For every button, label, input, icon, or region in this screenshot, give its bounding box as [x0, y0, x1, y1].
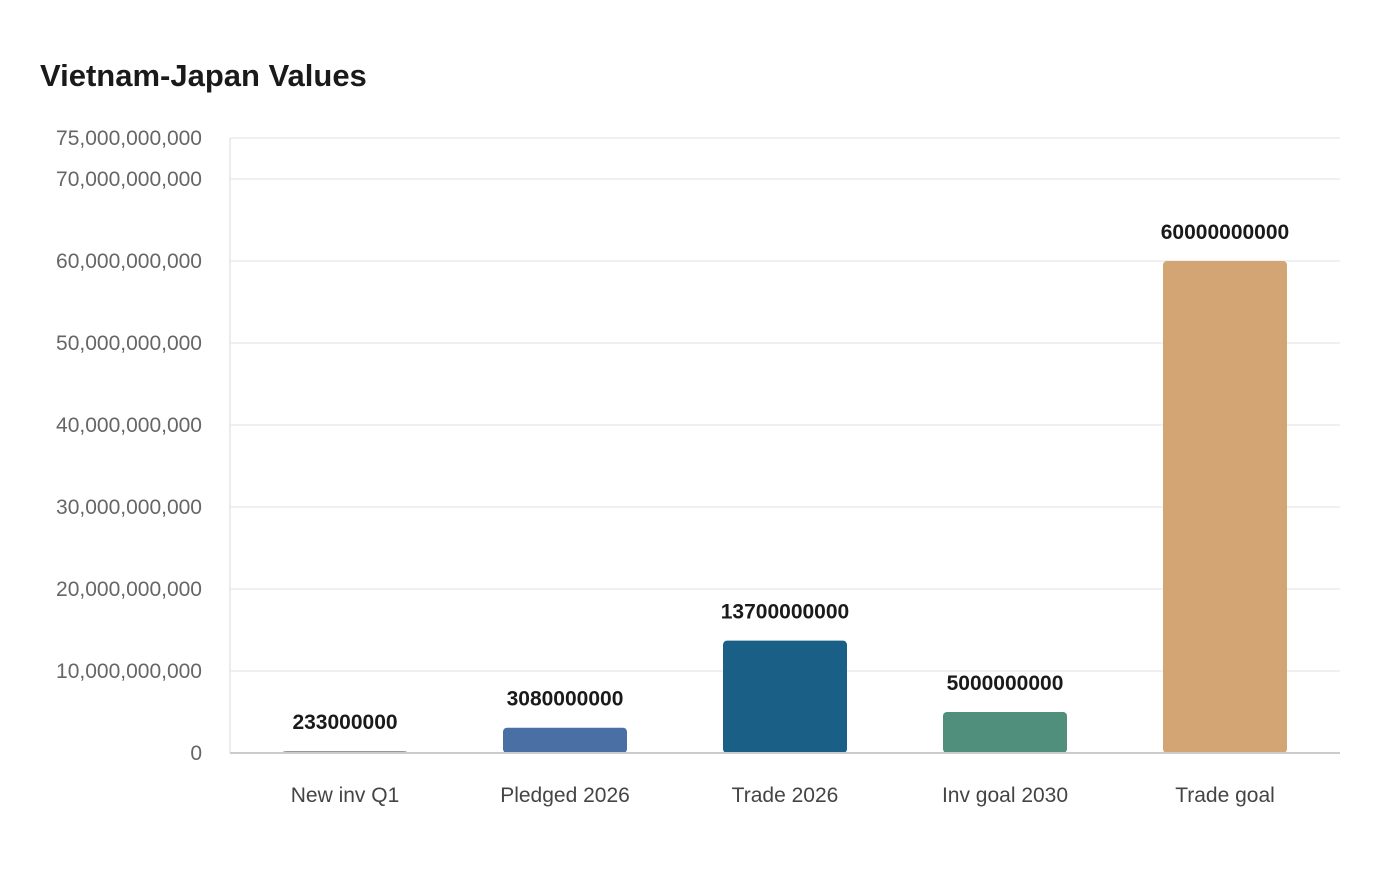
y-tick-label: 50,000,000,000 [56, 332, 202, 355]
y-tick-label: 40,000,000,000 [56, 414, 202, 437]
y-tick-label: 20,000,000,000 [56, 578, 202, 601]
y-tick-label: 75,000,000,000 [56, 127, 202, 150]
bar-value-label: 3080000000 [507, 688, 624, 711]
bar [503, 727, 627, 753]
bar-value-label: 233000000 [292, 711, 397, 734]
bar-value-label: 60000000000 [1161, 221, 1289, 244]
bars: 233000000 3080000000 13700000000 5000000000… [283, 221, 1289, 753]
x-tick-label: Inv goal 2030 [942, 784, 1068, 807]
bar-value-label: 13700000000 [721, 601, 849, 624]
x-tick-label: New inv Q1 [291, 784, 400, 807]
gridlines [230, 137, 1340, 672]
x-tick-label: Trade 2026 [732, 784, 839, 807]
bar [943, 712, 1067, 753]
x-tick-label: Trade goal [1175, 784, 1275, 807]
bar [723, 640, 847, 753]
y-tick-label: 0 [190, 742, 202, 765]
bar [1163, 261, 1287, 753]
chart-title: Vietnam-Japan Values [40, 58, 367, 93]
y-axis: 0 10,000,000,000 20,000,000,000 30,000,000,… [56, 127, 231, 765]
y-tick-label: 60,000,000,000 [56, 250, 202, 273]
y-tick-label: 10,000,000,000 [56, 660, 202, 683]
y-tick-label: 30,000,000,000 [56, 496, 202, 519]
x-axis: New inv Q1 Pledged 2026 Trade 2026 Inv goal… [230, 752, 1340, 807]
bar-value-label: 5000000000 [947, 672, 1064, 695]
x-tick-label: Pledged 2026 [500, 784, 630, 807]
y-tick-label: 70,000,000,000 [56, 168, 202, 191]
